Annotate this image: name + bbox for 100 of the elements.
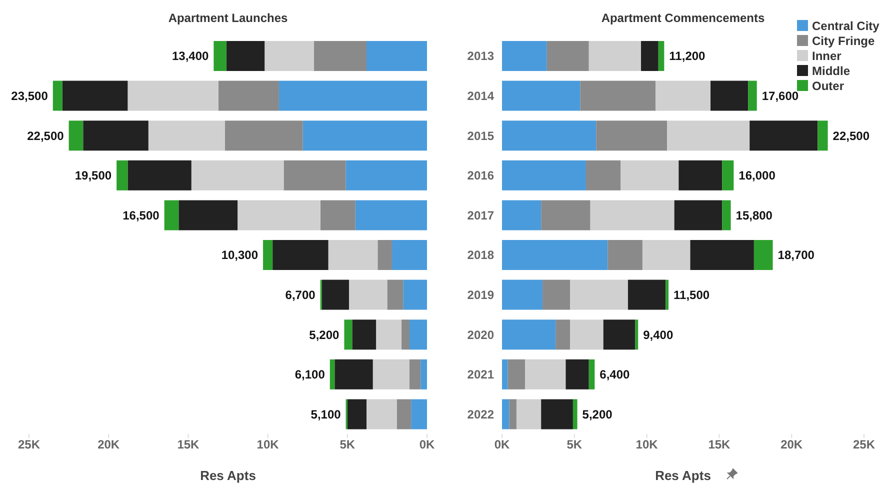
bar [608,240,642,270]
legend-label: Middle [812,64,850,78]
total-label: 22,500 [27,128,64,143]
legend-label: City Fringe [812,34,875,48]
bar [642,240,690,270]
bar [355,200,427,230]
bar [655,80,711,111]
bar [541,399,573,430]
total-label: 5,100 [310,407,342,422]
x-tick-label: 10K [256,438,280,452]
bar [658,41,664,71]
bar [68,120,84,151]
total-label: 19,500 [74,168,112,183]
x-tick-label: 0K [419,438,435,452]
x-tick-label: 25K [18,438,40,452]
bar [352,320,376,350]
total-label: 6,100 [294,368,326,382]
legend-label: Inner [812,48,842,62]
bar [164,200,179,230]
bar [586,160,621,190]
x-tick-label: 15K [708,438,731,452]
bar [411,399,427,430]
bar [690,240,754,270]
bar [556,320,570,350]
total-label: 6,700 [285,288,316,302]
bar [372,359,410,390]
bar [666,280,669,310]
bar [502,41,547,71]
bar [502,160,586,190]
bar [420,359,427,390]
bar [322,280,349,310]
bar [509,399,516,430]
bar [272,240,328,270]
x-tick-label: 5K [340,438,356,452]
x-tick-label: 0K [494,438,510,452]
bar [366,399,397,430]
bar [572,399,578,430]
bar [346,160,427,190]
total-label: 16,000 [738,168,776,183]
bar [278,80,427,111]
x-tick-label: 20K [780,438,803,452]
x-axis-title: Res Apts [200,468,256,483]
y-tick-label: 2019 [467,288,494,302]
chart-title: Apartment Launches [167,11,289,25]
y-tick-label: 2016 [467,168,494,183]
bar [52,80,62,111]
bar [508,359,526,390]
bar [403,280,427,310]
total-label: 10,300 [221,248,258,262]
bar [83,120,148,151]
bar [722,200,731,230]
bar [588,359,595,390]
bar [570,320,604,350]
total-label: 23,500 [11,89,48,103]
bar [348,280,388,310]
bar [214,41,226,71]
y-tick-label: 2020 [467,328,494,342]
bar [284,160,346,190]
bar [128,80,218,111]
bar [722,160,734,190]
y-tick-label: 2018 [467,248,494,262]
bar [546,41,589,71]
total-label: 6,400 [600,368,630,382]
x-tick-label: 15K [177,438,200,452]
total-label: 17,600 [762,89,799,103]
bar [590,200,674,230]
bar [320,200,356,230]
bar [191,160,284,190]
bar [328,240,378,270]
bar [264,41,314,71]
bar [502,240,608,270]
bar [238,200,320,230]
x-tick-label: 25K [852,438,876,452]
bar [667,120,750,151]
y-tick-label: 2014 [467,88,494,103]
bar [603,320,636,350]
bar [178,200,238,230]
bar [754,240,773,270]
y-tick-label: 2013 [467,49,494,64]
y-tick-label: 2017 [467,208,494,222]
bar [376,320,402,350]
x-tick-label: 20K [98,438,120,452]
total-label: 16,500 [122,208,160,222]
y-tick-label: 2021 [467,368,494,382]
bar [224,120,303,151]
bar [366,41,427,71]
bar [387,280,404,310]
bar [502,80,580,111]
bar [525,359,566,390]
total-label: 5,200 [582,407,613,422]
bar [409,320,427,350]
bar [678,160,722,190]
bar [263,240,273,270]
x-tick-label: 5K [566,438,582,452]
bar [818,120,828,151]
bar [502,280,543,310]
total-label: 9,400 [643,328,674,342]
total-label: 18,700 [778,248,815,262]
total-label: 5,200 [309,328,340,342]
bar [502,359,508,390]
